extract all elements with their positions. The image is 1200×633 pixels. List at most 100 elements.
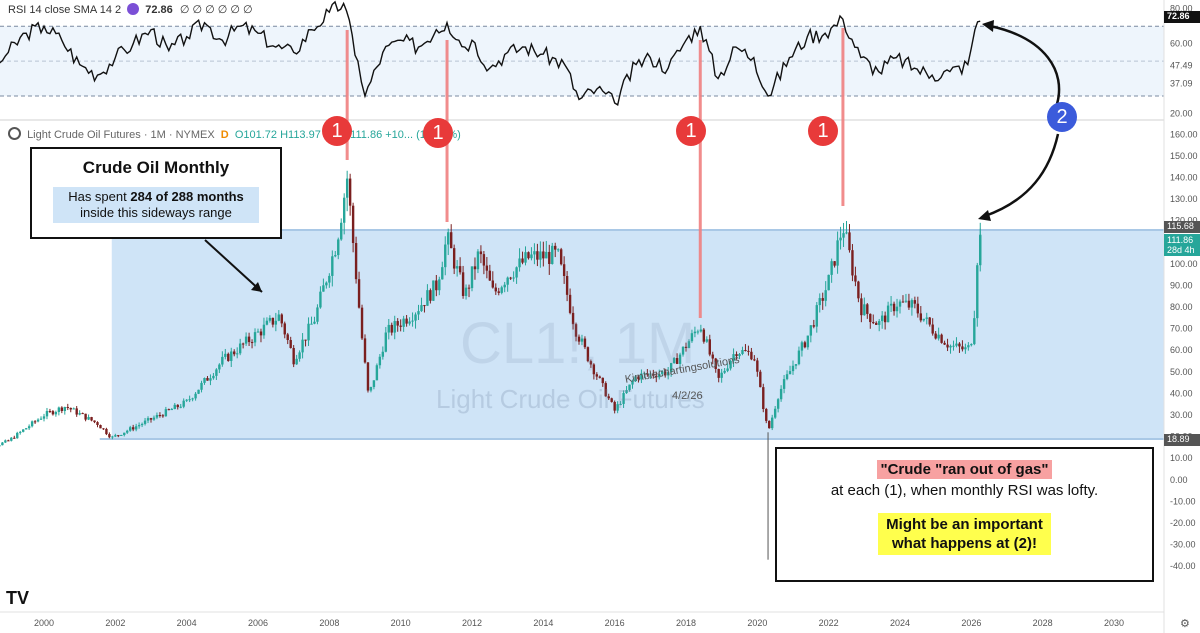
marker-1-2011: 1	[423, 118, 453, 148]
candle-body	[170, 409, 174, 411]
candle-body	[66, 407, 69, 409]
candle-body	[4, 440, 7, 443]
candle-body	[925, 317, 928, 319]
candle-body	[84, 413, 87, 420]
price-tick-label: -10.00	[1170, 496, 1196, 506]
signature-date: 4/2/26	[672, 390, 703, 402]
rsi-settings-icon[interactable]	[127, 3, 140, 15]
candle-body	[444, 244, 447, 268]
candle-body	[773, 408, 777, 418]
candle-body	[173, 404, 176, 410]
candle-body	[476, 251, 480, 270]
candle-body	[750, 351, 753, 360]
candle-body	[438, 279, 441, 291]
candle-body	[577, 336, 581, 342]
watermark-symbol: CL1!, 1M	[460, 311, 696, 376]
candle-body	[548, 251, 551, 264]
price-tick-label: 30.00	[1170, 410, 1193, 420]
symbol-eye-icon[interactable]	[8, 127, 21, 140]
price-tick-label: 50.00	[1170, 367, 1193, 377]
candle-body	[946, 344, 949, 348]
title-box-arrowhead	[251, 282, 262, 292]
candle-body	[741, 350, 744, 354]
candle-body	[503, 284, 506, 288]
candle-body	[337, 239, 340, 256]
candle-body	[256, 331, 260, 333]
candle-body	[301, 339, 304, 353]
candle-body	[87, 417, 90, 420]
candle-body	[735, 354, 738, 357]
candle-body	[197, 389, 200, 394]
price-axis[interactable]: 160.00150.00140.00130.00120.00110.00100.…	[1163, 0, 1198, 633]
candle-body	[964, 347, 967, 350]
candle-body	[753, 359, 756, 361]
candle-body	[976, 265, 979, 319]
candle-body	[854, 275, 857, 282]
tradingview-logo[interactable]: TV	[6, 588, 30, 608]
candle-body	[714, 358, 717, 369]
candle-body	[788, 371, 792, 375]
candle-body	[833, 261, 836, 266]
candle-body	[414, 314, 417, 321]
candle-body	[441, 267, 444, 280]
candle-body	[72, 408, 75, 410]
candle-body	[354, 243, 358, 280]
candle-body	[348, 178, 352, 206]
candle-body	[176, 404, 179, 408]
candle-body	[904, 300, 908, 302]
candle-body	[384, 332, 388, 352]
candle-body	[497, 291, 500, 293]
candle-body	[554, 245, 557, 250]
candle-body	[768, 420, 771, 429]
candle-body	[809, 325, 813, 336]
candle-body	[625, 390, 628, 394]
title-box-prefix: Has spent	[68, 189, 131, 204]
candle-body	[292, 347, 295, 365]
candle-body	[447, 232, 450, 245]
marker-1-2008: 1	[322, 116, 352, 146]
marker-1-2022: 1	[808, 116, 838, 146]
candle-body	[726, 368, 729, 371]
candle-body	[274, 320, 278, 325]
candle-body	[536, 251, 539, 260]
candle-body	[895, 306, 899, 312]
candle-body	[702, 329, 706, 342]
candle-body	[607, 396, 610, 399]
candle-body	[919, 313, 923, 321]
candle-body	[830, 261, 833, 275]
candle-body	[836, 240, 839, 266]
candle-body	[75, 408, 78, 415]
candle-body	[340, 222, 343, 240]
candle-body	[907, 300, 911, 308]
candle-body	[631, 381, 634, 385]
candle-body	[429, 290, 432, 301]
candle-body	[152, 417, 156, 420]
candle-body	[93, 420, 96, 423]
settings-gear-icon[interactable]: ⚙	[1180, 618, 1190, 630]
candle-body	[60, 407, 64, 412]
candle-body	[482, 254, 486, 266]
candle-body	[479, 251, 483, 255]
price-legend[interactable]: Light Crude Oil Futures · 1M · NYMEX D O…	[8, 127, 461, 141]
price-tick-label: 10.00	[1170, 453, 1193, 463]
marker2-arrowhead-up	[982, 20, 994, 32]
candle-body	[310, 323, 313, 325]
candle-body	[423, 305, 426, 307]
candle-body	[402, 318, 405, 327]
candle-body	[791, 365, 795, 372]
candle-body	[432, 280, 435, 301]
candle-body	[375, 365, 379, 381]
candle-body	[473, 266, 477, 270]
candle-body	[188, 399, 191, 401]
candle-body	[491, 280, 495, 288]
candle-body	[527, 252, 530, 259]
candle-body	[970, 344, 973, 346]
candle-body	[666, 372, 670, 376]
candle-body	[803, 342, 807, 348]
rsi-legend[interactable]: RSI 14 close SMA 14 2 72.86 ∅ ∅ ∅ ∅ ∅ ∅	[8, 3, 253, 16]
candle-body	[542, 251, 545, 259]
price-tick-label: -30.00	[1170, 540, 1196, 550]
time-axis[interactable]: 2000 2002 2004 2006 2008 2010 2012 2014 2016 2018…	[0, 611, 1164, 628]
candle-body	[351, 205, 355, 244]
candle-body	[848, 232, 851, 251]
